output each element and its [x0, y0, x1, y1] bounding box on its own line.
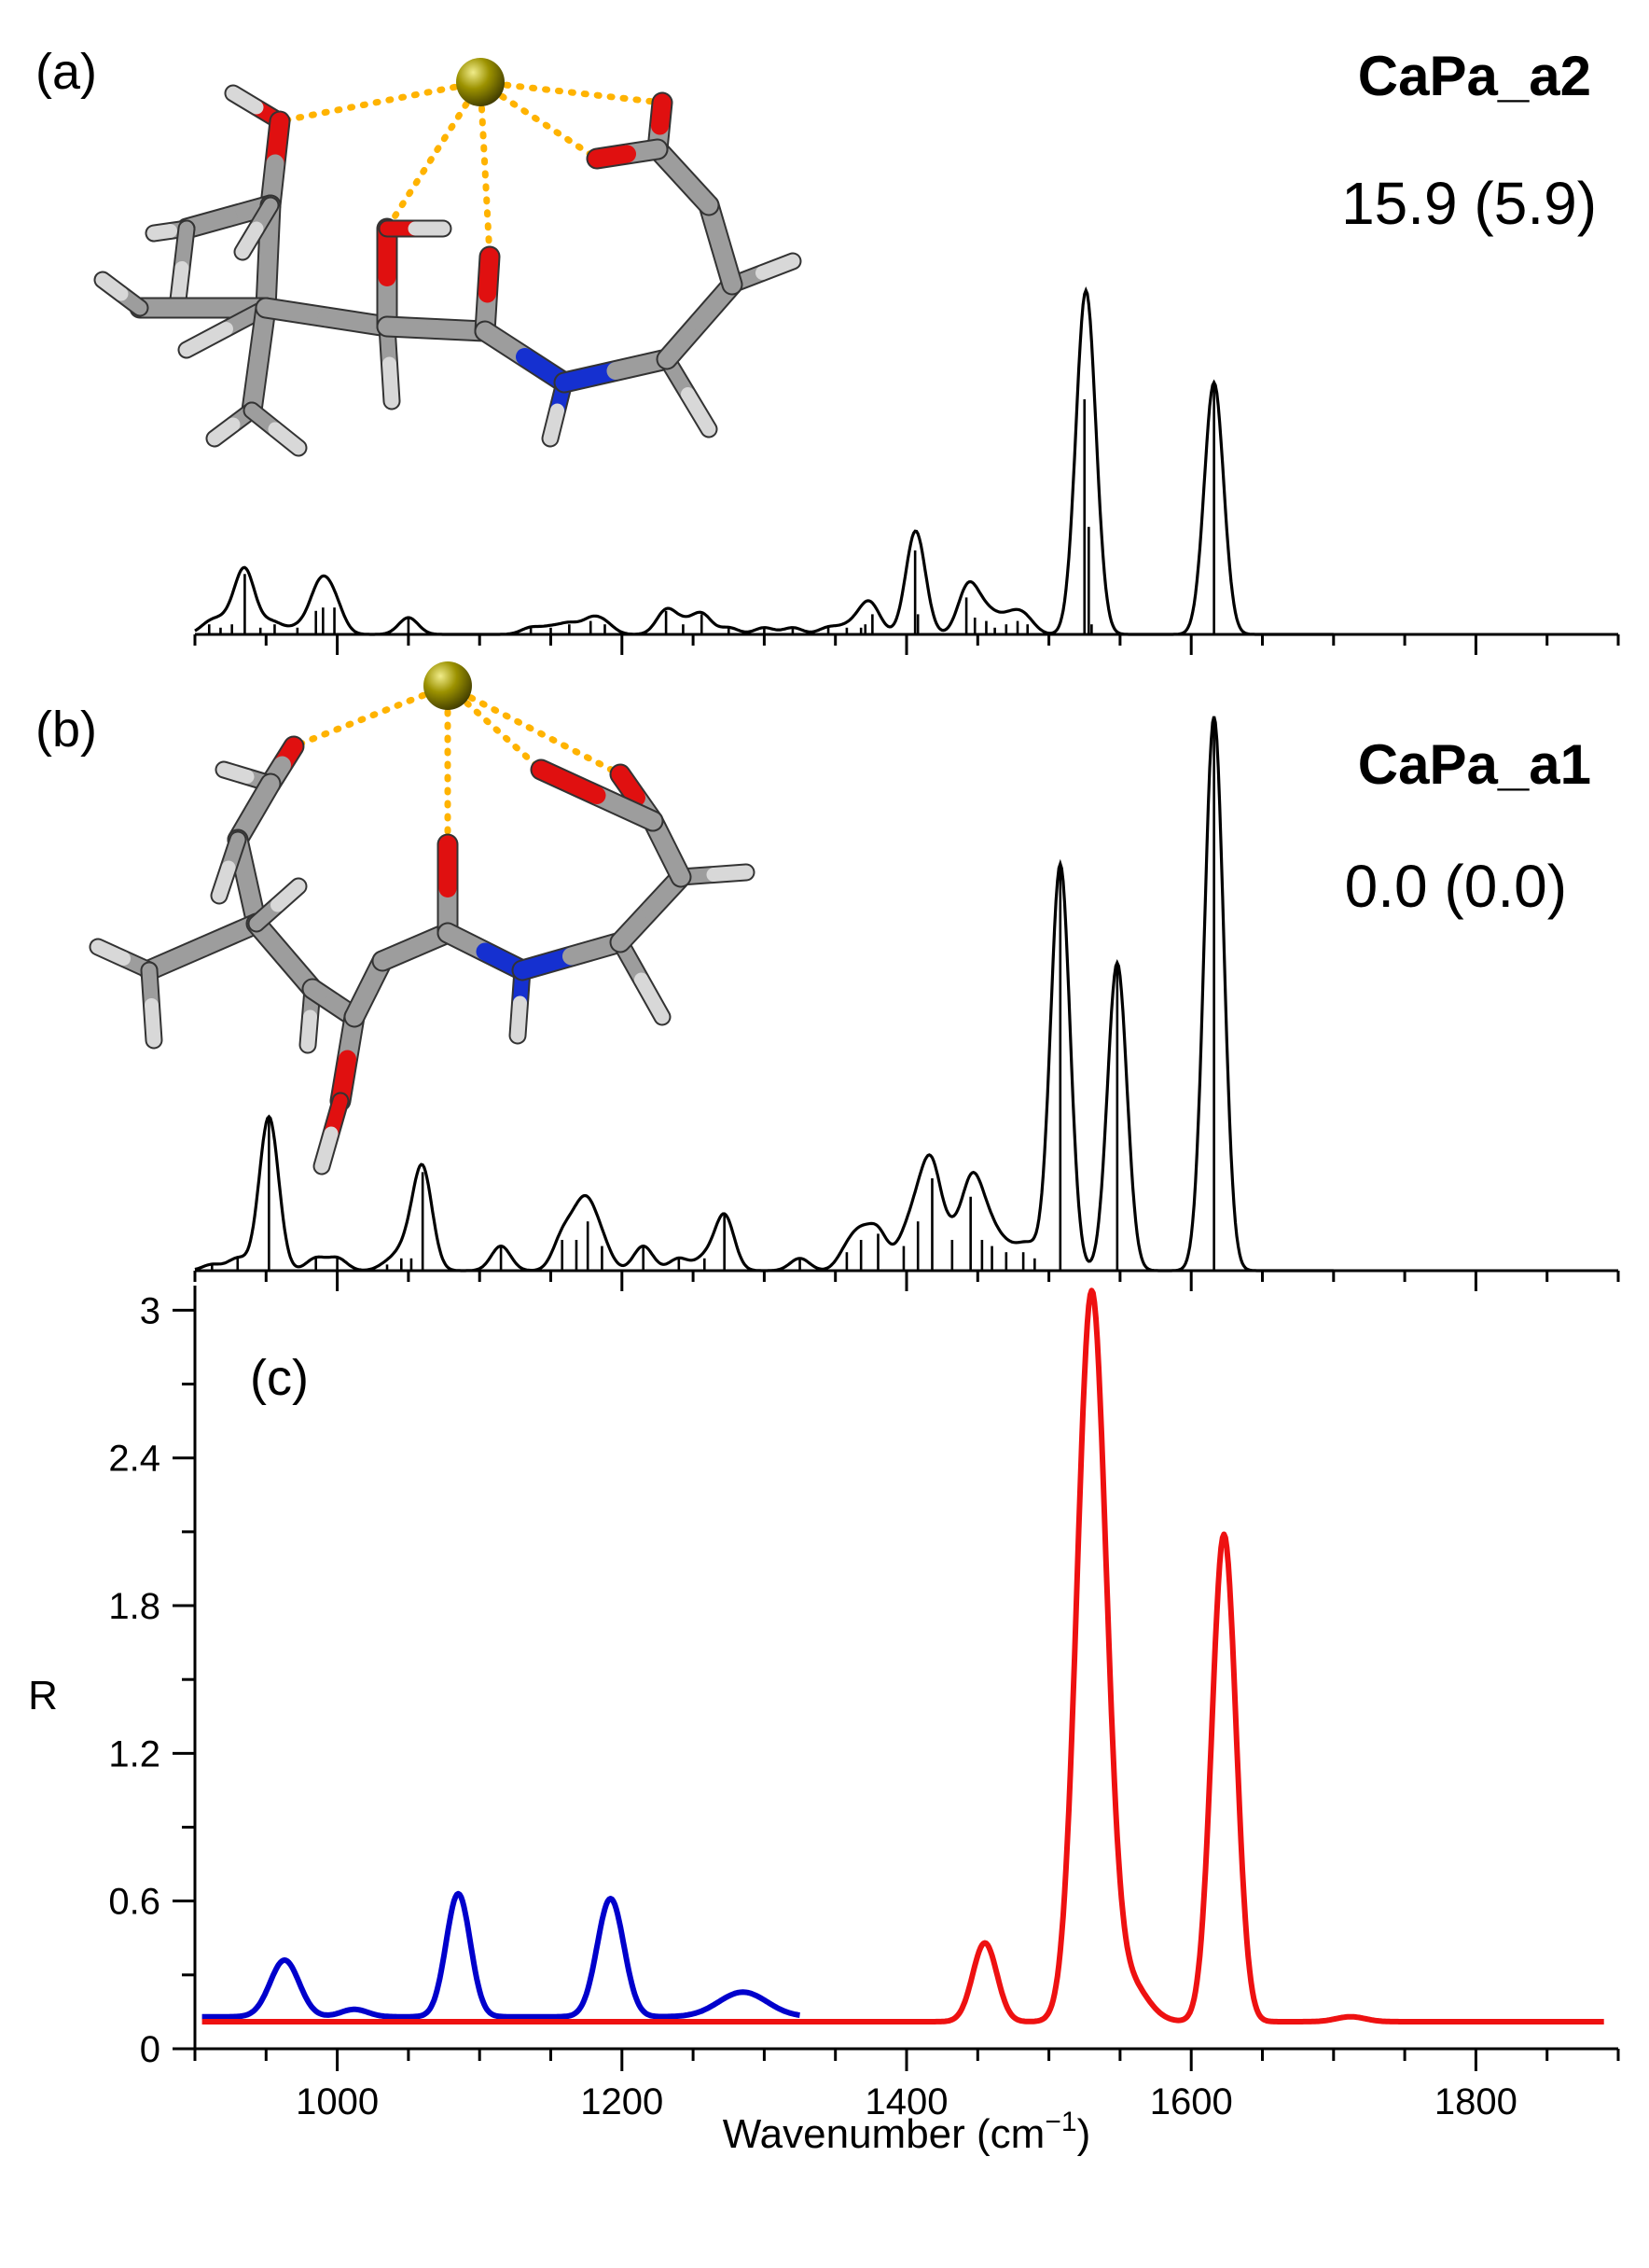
- bond-half-b-7: [145, 998, 161, 1048]
- relative-energy-b: 0.0 (0.0): [1345, 853, 1567, 920]
- bond-half-b-15: [382, 356, 399, 409]
- bond-half-b-26: [651, 93, 672, 135]
- bond-half-b-9: [300, 1009, 317, 1052]
- bond-half-b-0: [226, 86, 264, 115]
- stick-spectrum-b: [211, 717, 1215, 1271]
- bond-half-b-23: [755, 254, 800, 280]
- y-tick-label-1: 0.6: [108, 1882, 160, 1923]
- bond-half-b-13: [314, 1126, 339, 1174]
- isomer-name-b: CaPa_a1: [1358, 733, 1591, 796]
- bond-half-b-8: [179, 322, 233, 357]
- bond-half-b-21: [681, 387, 716, 437]
- panel-label-c: (c): [250, 1350, 309, 1406]
- bond-half-b-4: [212, 860, 236, 903]
- calcium-ion: [423, 661, 472, 710]
- bond-half-b-6: [90, 939, 131, 966]
- coordination-bond-2: [444, 682, 624, 778]
- bond-half-b-27: [588, 145, 636, 168]
- bond-half-b-7: [95, 272, 129, 301]
- coordination-bond-1: [383, 78, 484, 232]
- panel-label-b: (b): [35, 702, 97, 758]
- isomer-name-a: CaPa_a2: [1358, 45, 1591, 107]
- bond-half-b-28: [235, 221, 264, 259]
- bond-half-b-5: [140, 938, 212, 980]
- x-tick-label-1: 1200: [580, 2081, 663, 2122]
- panel-c-experimental-spectrum: 00.61.21.82.43 1000 1200 1400 1600 1800 (c) …: [28, 1286, 1620, 2157]
- relative-energy-a: 15.9 (5.9): [1341, 170, 1597, 237]
- molecular-structure-b: [89, 661, 755, 1176]
- coordination-bond-3: [444, 682, 545, 773]
- experimental-series-blue: [201, 1890, 801, 2020]
- bond-half-b-19: [543, 403, 564, 446]
- bond-half-b-1: [216, 762, 255, 784]
- stick-spectrum-a: [207, 383, 1215, 634]
- bond-half-b-22: [706, 865, 754, 882]
- x-axis-title: Wavenumber (cm−1): [723, 2107, 1090, 2157]
- x-axis-a: [193, 633, 1620, 655]
- coordination-bond-3: [477, 78, 666, 106]
- x-axis-ticks-c: 1000 1200 1400 1600 1800: [193, 2049, 1620, 2122]
- panel-b-calculated-spectrum: (b) CaPa_a1 0.0 (0.0): [35, 661, 1620, 1291]
- calcium-ion: [456, 58, 505, 106]
- bond-half-a-25: [588, 786, 662, 830]
- bond-half-b-25: [532, 760, 606, 804]
- y-tick-label-4: 2.4: [108, 1439, 160, 1480]
- bond-half-b-10: [207, 417, 241, 446]
- spectrum-envelope-a: [194, 285, 1334, 636]
- y-tick-label-2: 1.2: [108, 1733, 160, 1774]
- bond-half-b-4: [146, 224, 177, 241]
- bond-half-b-17: [478, 247, 499, 303]
- bond-half-a-12: [256, 299, 336, 327]
- coordination-bond-0: [290, 682, 451, 750]
- bond-half-b-18: [510, 995, 527, 1043]
- x-tick-label-0: 1000: [296, 2081, 379, 2122]
- bond-half-b-20: [634, 972, 670, 1024]
- experimental-series-red: [201, 1287, 1606, 2025]
- y-tick-label-3: 1.8: [108, 1586, 160, 1627]
- x-tick-label-3: 1600: [1150, 2081, 1233, 2122]
- bond-half-b-24: [611, 765, 645, 807]
- y-tick-label-0: 0: [140, 2029, 160, 2070]
- bond-half-b-10: [270, 879, 306, 912]
- molecular-structure-a: [93, 58, 802, 457]
- y-axis-ticks-c: 0 0.6 1.2 1.8 2.4 3: [108, 1290, 195, 2070]
- coordination-bond-0: [276, 78, 484, 125]
- x-axis-b: [193, 1269, 1620, 1291]
- bond-half-b-11: [268, 422, 306, 455]
- y-axis-title: R: [28, 1673, 58, 1718]
- x-tick-label-4: 1800: [1434, 2081, 1517, 2122]
- panel-label-a: (a): [35, 44, 97, 100]
- x-tick-label-2: 1400: [866, 2081, 949, 2122]
- panel-a-calculated-spectrum: (a) CaPa_a2 15.9 (5.9): [35, 44, 1620, 655]
- coordination-bond-2: [477, 78, 493, 260]
- y-tick-label-5: 3: [140, 1290, 160, 1331]
